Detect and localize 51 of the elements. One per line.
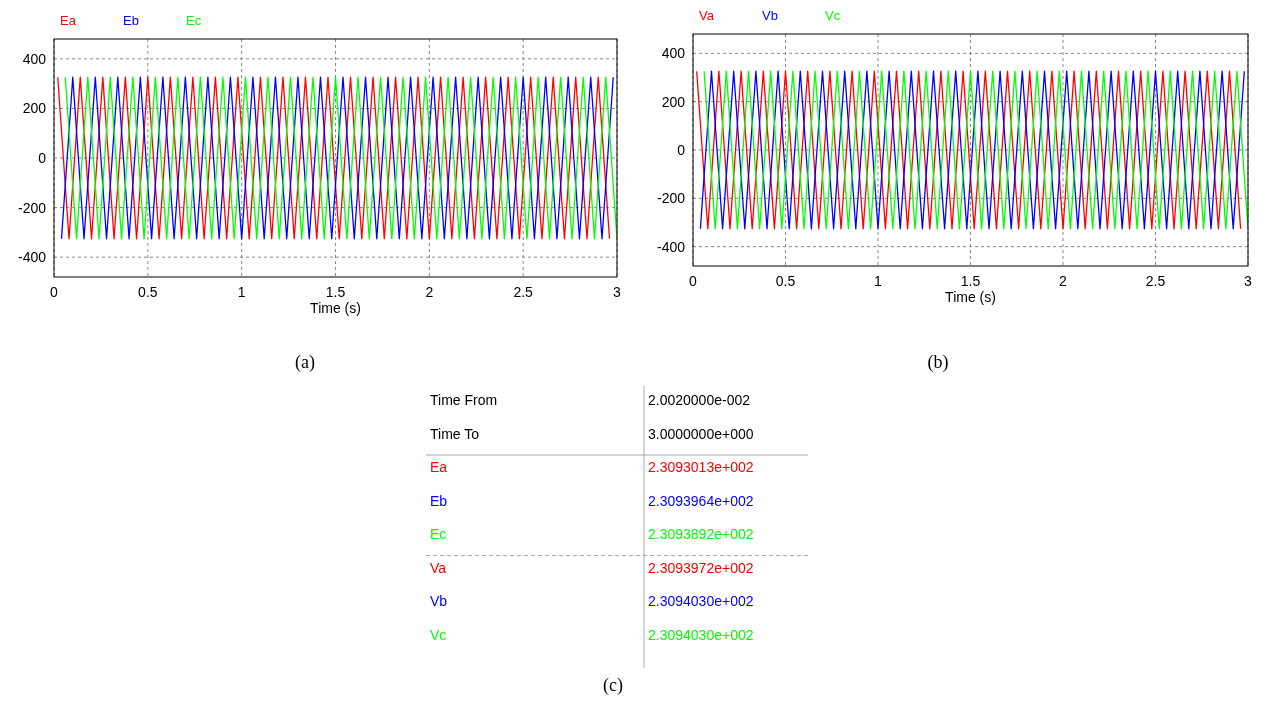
text: 2.3093892e+002 — [648, 526, 754, 542]
y-tick-label: -400 — [17, 249, 47, 266]
x-tick-label: 1 — [237, 284, 246, 300]
category-label: Vc — [430, 626, 447, 643]
text: 2.0020000e-002 — [648, 392, 750, 408]
text: 2.3093964e+002 — [648, 492, 754, 509]
category-label: Ec — [430, 526, 447, 542]
text: 3.0000000e+000 — [648, 425, 754, 442]
x-tick-label: 0 — [689, 273, 698, 289]
x-tick-label: 1.5 — [960, 273, 981, 289]
x-tick-label: 0.5 — [775, 273, 796, 289]
x-axis-title: Time (s) — [310, 300, 361, 316]
x-tick-label: 1 — [874, 273, 883, 289]
text: (b) — [927, 352, 949, 373]
x-tick-label: 2.5 — [513, 284, 534, 300]
text: Eb — [123, 13, 139, 28]
text: Vc — [825, 8, 841, 23]
x-tick-label: 3 — [613, 284, 622, 300]
y-tick-label: 0 — [38, 150, 47, 166]
text: 2.3094030e+002 — [648, 593, 754, 609]
y-tick-label: 200 — [661, 93, 686, 110]
x-tick-label: 2.5 — [1145, 273, 1166, 289]
x-tick-label: 3 — [1244, 273, 1253, 289]
x-tick-label: 2 — [425, 284, 434, 300]
y-tick-label: 400 — [22, 50, 47, 67]
y-tick-label: 400 — [661, 45, 686, 62]
category-label: Ea — [430, 459, 448, 475]
y-tick-label: -200 — [17, 199, 47, 216]
text: Ea — [60, 13, 77, 28]
text: Va — [699, 8, 715, 23]
text: 2.3093972e+002 — [648, 559, 754, 576]
text: 2.3093013e+002 — [648, 459, 754, 475]
y-tick-label: -400 — [656, 238, 686, 255]
text: Ec — [186, 13, 202, 28]
y-tick-label: 200 — [22, 100, 47, 117]
x-axis-title: Time (s) — [945, 289, 996, 305]
category-label: Vb — [430, 593, 448, 609]
y-tick-label: -200 — [656, 190, 686, 207]
text: 2.3094030e+002 — [648, 626, 754, 643]
category-label: Time To — [430, 425, 480, 442]
category-label: Eb — [430, 492, 448, 509]
x-tick-label: 0 — [50, 284, 59, 300]
text: (a) — [295, 352, 315, 373]
x-tick-label: 0.5 — [138, 284, 158, 300]
category-label: Va — [430, 559, 447, 576]
text: Vb — [762, 8, 778, 23]
x-tick-label: 2 — [1059, 273, 1068, 289]
y-tick-label: 0 — [677, 142, 686, 158]
x-tick-label: 1.5 — [325, 284, 346, 300]
text: (c) — [603, 675, 623, 696]
category-label: Time From — [430, 392, 498, 408]
